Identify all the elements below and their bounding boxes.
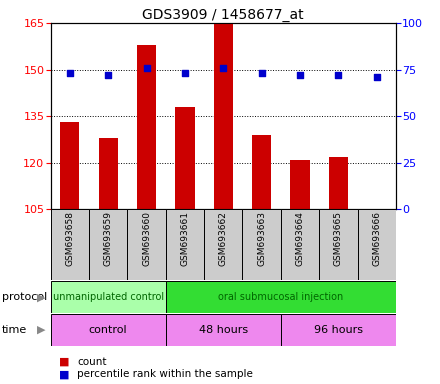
Title: GDS3909 / 1458677_at: GDS3909 / 1458677_at bbox=[143, 8, 304, 22]
Text: 96 hours: 96 hours bbox=[314, 325, 363, 335]
Point bbox=[373, 74, 380, 80]
Text: GSM693665: GSM693665 bbox=[334, 212, 343, 266]
Bar bbox=[127, 209, 166, 280]
Bar bbox=[60, 122, 79, 209]
Bar bbox=[175, 107, 194, 209]
Text: ■: ■ bbox=[59, 369, 70, 379]
Text: GSM693664: GSM693664 bbox=[296, 212, 304, 266]
Bar bbox=[51, 314, 166, 346]
Bar bbox=[51, 209, 89, 280]
Point bbox=[66, 70, 73, 76]
Text: ▶: ▶ bbox=[37, 325, 45, 335]
Bar bbox=[281, 314, 396, 346]
Text: GSM693661: GSM693661 bbox=[180, 212, 190, 266]
Text: control: control bbox=[89, 325, 128, 335]
Bar bbox=[51, 281, 166, 313]
Text: GSM693666: GSM693666 bbox=[372, 212, 381, 266]
Point bbox=[335, 72, 342, 78]
Bar bbox=[99, 138, 118, 209]
Text: GSM693662: GSM693662 bbox=[219, 212, 228, 266]
Bar bbox=[214, 23, 233, 209]
Bar bbox=[166, 209, 204, 280]
Text: protocol: protocol bbox=[2, 292, 48, 302]
Bar bbox=[89, 209, 127, 280]
Bar bbox=[252, 135, 271, 209]
Text: count: count bbox=[77, 357, 106, 367]
Bar bbox=[204, 209, 242, 280]
Text: percentile rank within the sample: percentile rank within the sample bbox=[77, 369, 253, 379]
Point bbox=[297, 72, 304, 78]
Bar bbox=[166, 314, 281, 346]
Text: time: time bbox=[2, 325, 27, 335]
Text: GSM693658: GSM693658 bbox=[65, 212, 74, 266]
Text: GSM693663: GSM693663 bbox=[257, 212, 266, 266]
Bar bbox=[137, 45, 156, 209]
Bar bbox=[358, 209, 396, 280]
Bar bbox=[166, 281, 396, 313]
Bar bbox=[319, 209, 358, 280]
Point bbox=[143, 65, 150, 71]
Point bbox=[105, 72, 112, 78]
Text: unmanipulated control: unmanipulated control bbox=[53, 292, 164, 302]
Bar bbox=[329, 157, 348, 209]
Bar bbox=[290, 160, 310, 209]
Bar bbox=[242, 209, 281, 280]
Point bbox=[220, 65, 227, 71]
Point bbox=[181, 70, 188, 76]
Bar bbox=[281, 209, 319, 280]
Text: GSM693660: GSM693660 bbox=[142, 212, 151, 266]
Text: GSM693659: GSM693659 bbox=[104, 212, 113, 266]
Point bbox=[258, 70, 265, 76]
Text: oral submucosal injection: oral submucosal injection bbox=[218, 292, 344, 302]
Text: 48 hours: 48 hours bbox=[199, 325, 248, 335]
Text: ■: ■ bbox=[59, 357, 70, 367]
Text: ▶: ▶ bbox=[37, 292, 45, 302]
